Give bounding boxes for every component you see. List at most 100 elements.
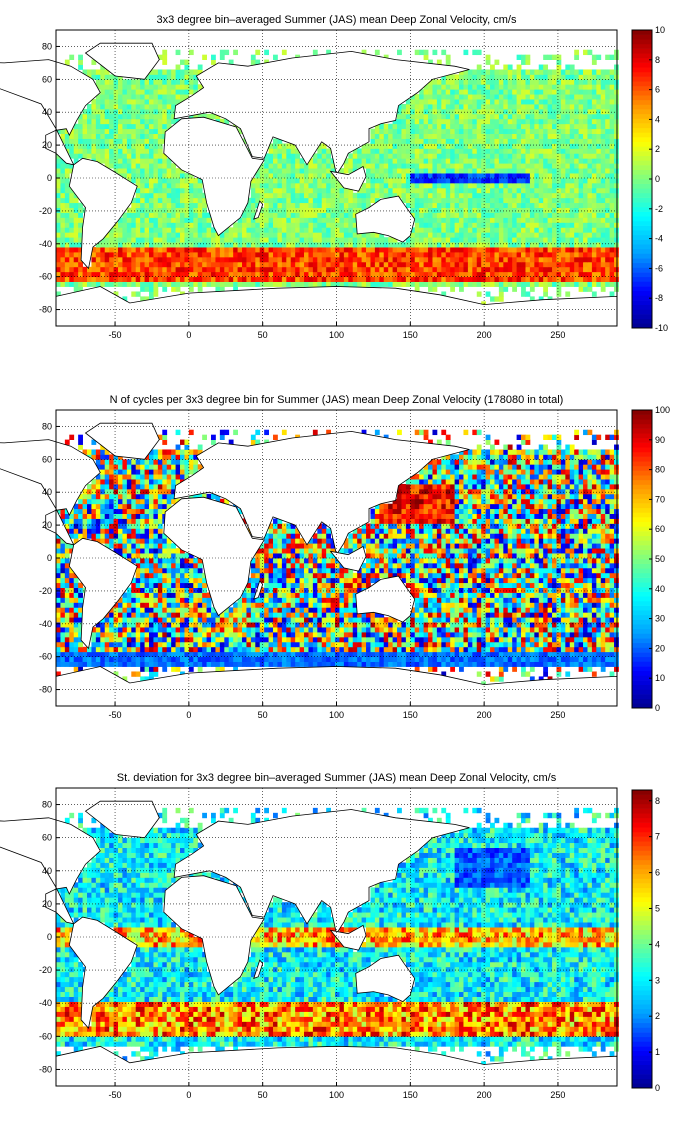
heatmap-cell — [455, 208, 460, 213]
heatmap-cell — [313, 267, 318, 272]
heatmap-cell — [543, 143, 548, 148]
heatmap-cell — [131, 208, 136, 213]
heatmap-cell — [202, 213, 207, 218]
heatmap-cell — [145, 272, 150, 277]
heatmap-cell — [601, 74, 606, 79]
heatmap-cell — [432, 257, 437, 262]
heatmap-cell — [548, 163, 553, 168]
heatmap-cell — [78, 272, 83, 277]
heatmap-cell — [477, 237, 482, 242]
heatmap-cell — [136, 671, 141, 676]
heatmap-cell — [379, 188, 384, 193]
heatmap-cell — [180, 79, 185, 84]
heatmap-cell — [552, 89, 557, 94]
heatmap-cell — [459, 178, 464, 183]
heatmap-cell — [596, 227, 601, 232]
heatmap-cell — [189, 667, 194, 672]
heatmap-cell — [446, 213, 451, 218]
heatmap-cell — [601, 84, 606, 89]
heatmap-cell — [100, 148, 105, 153]
heatmap-cell — [605, 252, 610, 257]
heatmap-cell — [122, 143, 127, 148]
heatmap-cell — [158, 232, 163, 237]
heatmap-cell — [211, 277, 216, 282]
heatmap-cell — [530, 148, 535, 153]
heatmap-cell — [140, 158, 145, 163]
heatmap-cell — [468, 104, 473, 109]
heatmap-cell — [570, 277, 575, 282]
colorbar-step — [632, 188, 652, 193]
heatmap-cell — [384, 183, 389, 188]
heatmap-cell — [614, 114, 619, 119]
heatmap-cell — [207, 217, 212, 222]
heatmap-cell — [481, 203, 486, 208]
heatmap-cell — [587, 163, 592, 168]
heatmap-cell — [100, 158, 105, 163]
heatmap-cell — [446, 662, 451, 667]
heatmap-cell — [348, 652, 353, 657]
heatmap-cell — [610, 193, 615, 198]
heatmap-cell — [251, 183, 256, 188]
heatmap-cell — [543, 69, 548, 74]
heatmap-cell — [499, 168, 504, 173]
heatmap-cell — [419, 124, 424, 129]
colorbar-step — [632, 35, 652, 40]
heatmap-cell — [184, 267, 189, 272]
heatmap-cell — [530, 287, 535, 292]
heatmap-cell — [375, 272, 380, 277]
heatmap-cell — [193, 247, 198, 252]
heatmap-cell — [614, 69, 619, 74]
heatmap-cell — [441, 99, 446, 104]
heatmap-cell — [233, 267, 238, 272]
heatmap-cell — [490, 139, 495, 144]
heatmap-cell — [503, 662, 508, 667]
heatmap-cell — [260, 237, 265, 242]
heatmap-cell — [499, 657, 504, 662]
heatmap-cell — [362, 662, 367, 667]
heatmap-cell — [158, 168, 163, 173]
heatmap-cell — [419, 99, 424, 104]
heatmap-cell — [574, 158, 579, 163]
heatmap-cell — [503, 222, 508, 227]
heatmap-cell — [410, 657, 415, 662]
heatmap-cell — [570, 74, 575, 79]
heatmap-cell — [512, 282, 517, 287]
heatmap-cell — [379, 282, 384, 287]
heatmap-cell — [122, 119, 127, 124]
heatmap-cell — [472, 282, 477, 287]
heatmap-cell — [477, 662, 482, 667]
heatmap-cell — [322, 652, 327, 657]
heatmap-cell — [415, 178, 420, 183]
heatmap-cell — [322, 198, 327, 203]
heatmap-cell — [162, 247, 167, 252]
heatmap-cell — [521, 291, 526, 296]
heatmap-cell — [481, 252, 486, 257]
heatmap-cell — [331, 272, 336, 277]
heatmap-cell — [344, 203, 349, 208]
heatmap-cell — [605, 277, 610, 282]
heatmap-cell — [508, 193, 513, 198]
heatmap-cell — [295, 237, 300, 242]
heatmap-cell — [149, 89, 154, 94]
heatmap-cell — [242, 222, 247, 227]
heatmap-cell — [508, 158, 513, 163]
heatmap-cell — [339, 282, 344, 287]
heatmap-cell — [415, 662, 420, 667]
heatmap-cell — [450, 99, 455, 104]
heatmap-cell — [131, 89, 136, 94]
heatmap-cell — [450, 168, 455, 173]
colorbar-step — [632, 30, 652, 35]
heatmap-cell — [348, 213, 353, 218]
heatmap-cell — [366, 662, 371, 667]
heatmap-cell — [313, 50, 318, 55]
heatmap-cell — [587, 242, 592, 247]
heatmap-cell — [570, 89, 575, 94]
heatmap-cell — [503, 252, 508, 257]
heatmap-cell — [512, 74, 517, 79]
heatmap-cell — [140, 647, 145, 652]
heatmap-cell — [331, 247, 336, 252]
heatmap-cell — [610, 232, 615, 237]
heatmap-cell — [446, 119, 451, 124]
heatmap-cell — [127, 213, 132, 218]
heatmap-cell — [548, 168, 553, 173]
